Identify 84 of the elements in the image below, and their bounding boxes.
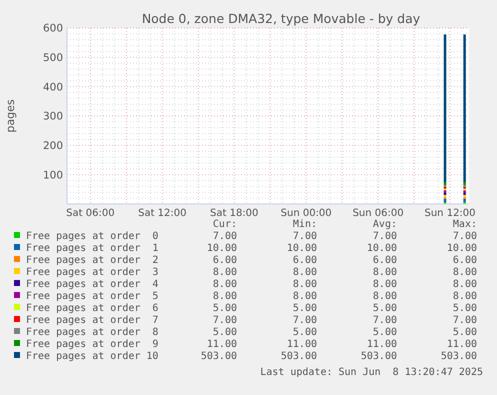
text: 8.00: [212, 291, 237, 302]
x-tick-label: Sat 06:00: [66, 208, 115, 219]
legend-label: Free pages at order 10: [26, 351, 158, 362]
bar: [463, 182, 466, 186]
text: 5.00: [292, 303, 317, 314]
text: Avg:: [372, 219, 397, 230]
text: 7.00: [452, 315, 477, 326]
bar: [463, 34, 466, 182]
text: 7.00: [452, 231, 477, 242]
text: 8.00: [292, 279, 317, 290]
x-tick-label: Sat 18:00: [210, 208, 258, 219]
text: 7.00: [212, 315, 237, 326]
bar: [463, 190, 466, 193]
text: 10.00: [446, 243, 477, 254]
y-tick-label: 200: [42, 140, 63, 152]
text: 7.00: [372, 315, 397, 326]
text: 11.00: [446, 339, 477, 350]
text: 503.00: [440, 351, 477, 362]
text: 5.00: [372, 303, 397, 314]
legend-label: Free pages at order 5: [26, 291, 158, 302]
bar: [444, 190, 446, 193]
text: 7.00: [292, 231, 317, 242]
bar: [463, 199, 466, 202]
text: 8.00: [372, 279, 397, 290]
text: 8.00: [212, 267, 237, 278]
text: 11.00: [366, 339, 397, 350]
text: 8.00: [372, 291, 397, 302]
text: 8.00: [292, 291, 317, 302]
text: 8.00: [452, 291, 477, 302]
legend-label: Free pages at order 8: [26, 327, 158, 338]
text: 5.00: [212, 303, 237, 314]
text: 10.00: [366, 243, 397, 254]
legend-label: Free pages at order 6: [26, 303, 158, 314]
text: Last update: Sun Jun 8 13:20:47 2025: [260, 367, 483, 378]
text: 503.00: [200, 351, 237, 362]
text: 6.00: [212, 255, 237, 266]
text: 10.00: [206, 243, 237, 254]
legend-label: Free pages at order 9: [26, 339, 158, 350]
bar: [444, 199, 446, 202]
text: Cur:: [212, 219, 237, 230]
x-tick-label: Sun 06:00: [352, 208, 404, 219]
bar: [444, 194, 446, 198]
x-tick-label: Sat 12:00: [138, 208, 187, 219]
legend-label: Free pages at order 7: [26, 315, 158, 326]
text: 11.00: [286, 339, 317, 350]
text: 7.00: [372, 231, 397, 242]
legend-label: Free pages at order 4: [26, 279, 158, 290]
text: 7.00: [212, 231, 237, 242]
text: 6.00: [452, 255, 477, 266]
chart-title: Node 0, zone DMA32, type Movable - by day: [142, 11, 421, 26]
text: 6.00: [372, 255, 397, 266]
x-tick-label: Sun 00:00: [280, 208, 332, 219]
text: 5.00: [372, 327, 397, 338]
text: 503.00: [360, 351, 397, 362]
text: 7.00: [292, 315, 317, 326]
text: 8.00: [372, 267, 397, 278]
text: 10.00: [286, 243, 317, 254]
y-tick-label: 400: [42, 81, 63, 94]
text: 8.00: [292, 267, 317, 278]
text: Max:: [452, 219, 477, 230]
text: 8.00: [452, 267, 477, 278]
text: 5.00: [292, 327, 317, 338]
y-tick-label: 600: [42, 22, 63, 35]
y-tick-label: 500: [42, 52, 63, 64]
text: 8.00: [212, 279, 237, 290]
x-tick-label: Sun 12:00: [424, 208, 476, 219]
y-tick-label: 300: [42, 110, 63, 123]
text: 11.00: [206, 339, 237, 350]
bar: [463, 194, 466, 198]
legend-label: Free pages at order 0: [26, 231, 158, 242]
text: Min:: [292, 219, 317, 230]
text: 5.00: [212, 327, 237, 338]
legend-label: Free pages at order 3: [26, 267, 158, 278]
y-axis-title: pages: [4, 99, 17, 133]
text: 503.00: [280, 351, 317, 362]
text: 6.00: [292, 255, 317, 266]
text: 8.00: [452, 279, 477, 290]
text: 5.00: [452, 303, 477, 314]
bar: [444, 182, 446, 186]
y-tick-label: 100: [42, 169, 63, 182]
text: 5.00: [452, 327, 477, 338]
bar: [444, 34, 446, 182]
legend-label: Free pages at order 1: [26, 243, 158, 254]
legend-label: Free pages at order 2: [26, 255, 158, 266]
